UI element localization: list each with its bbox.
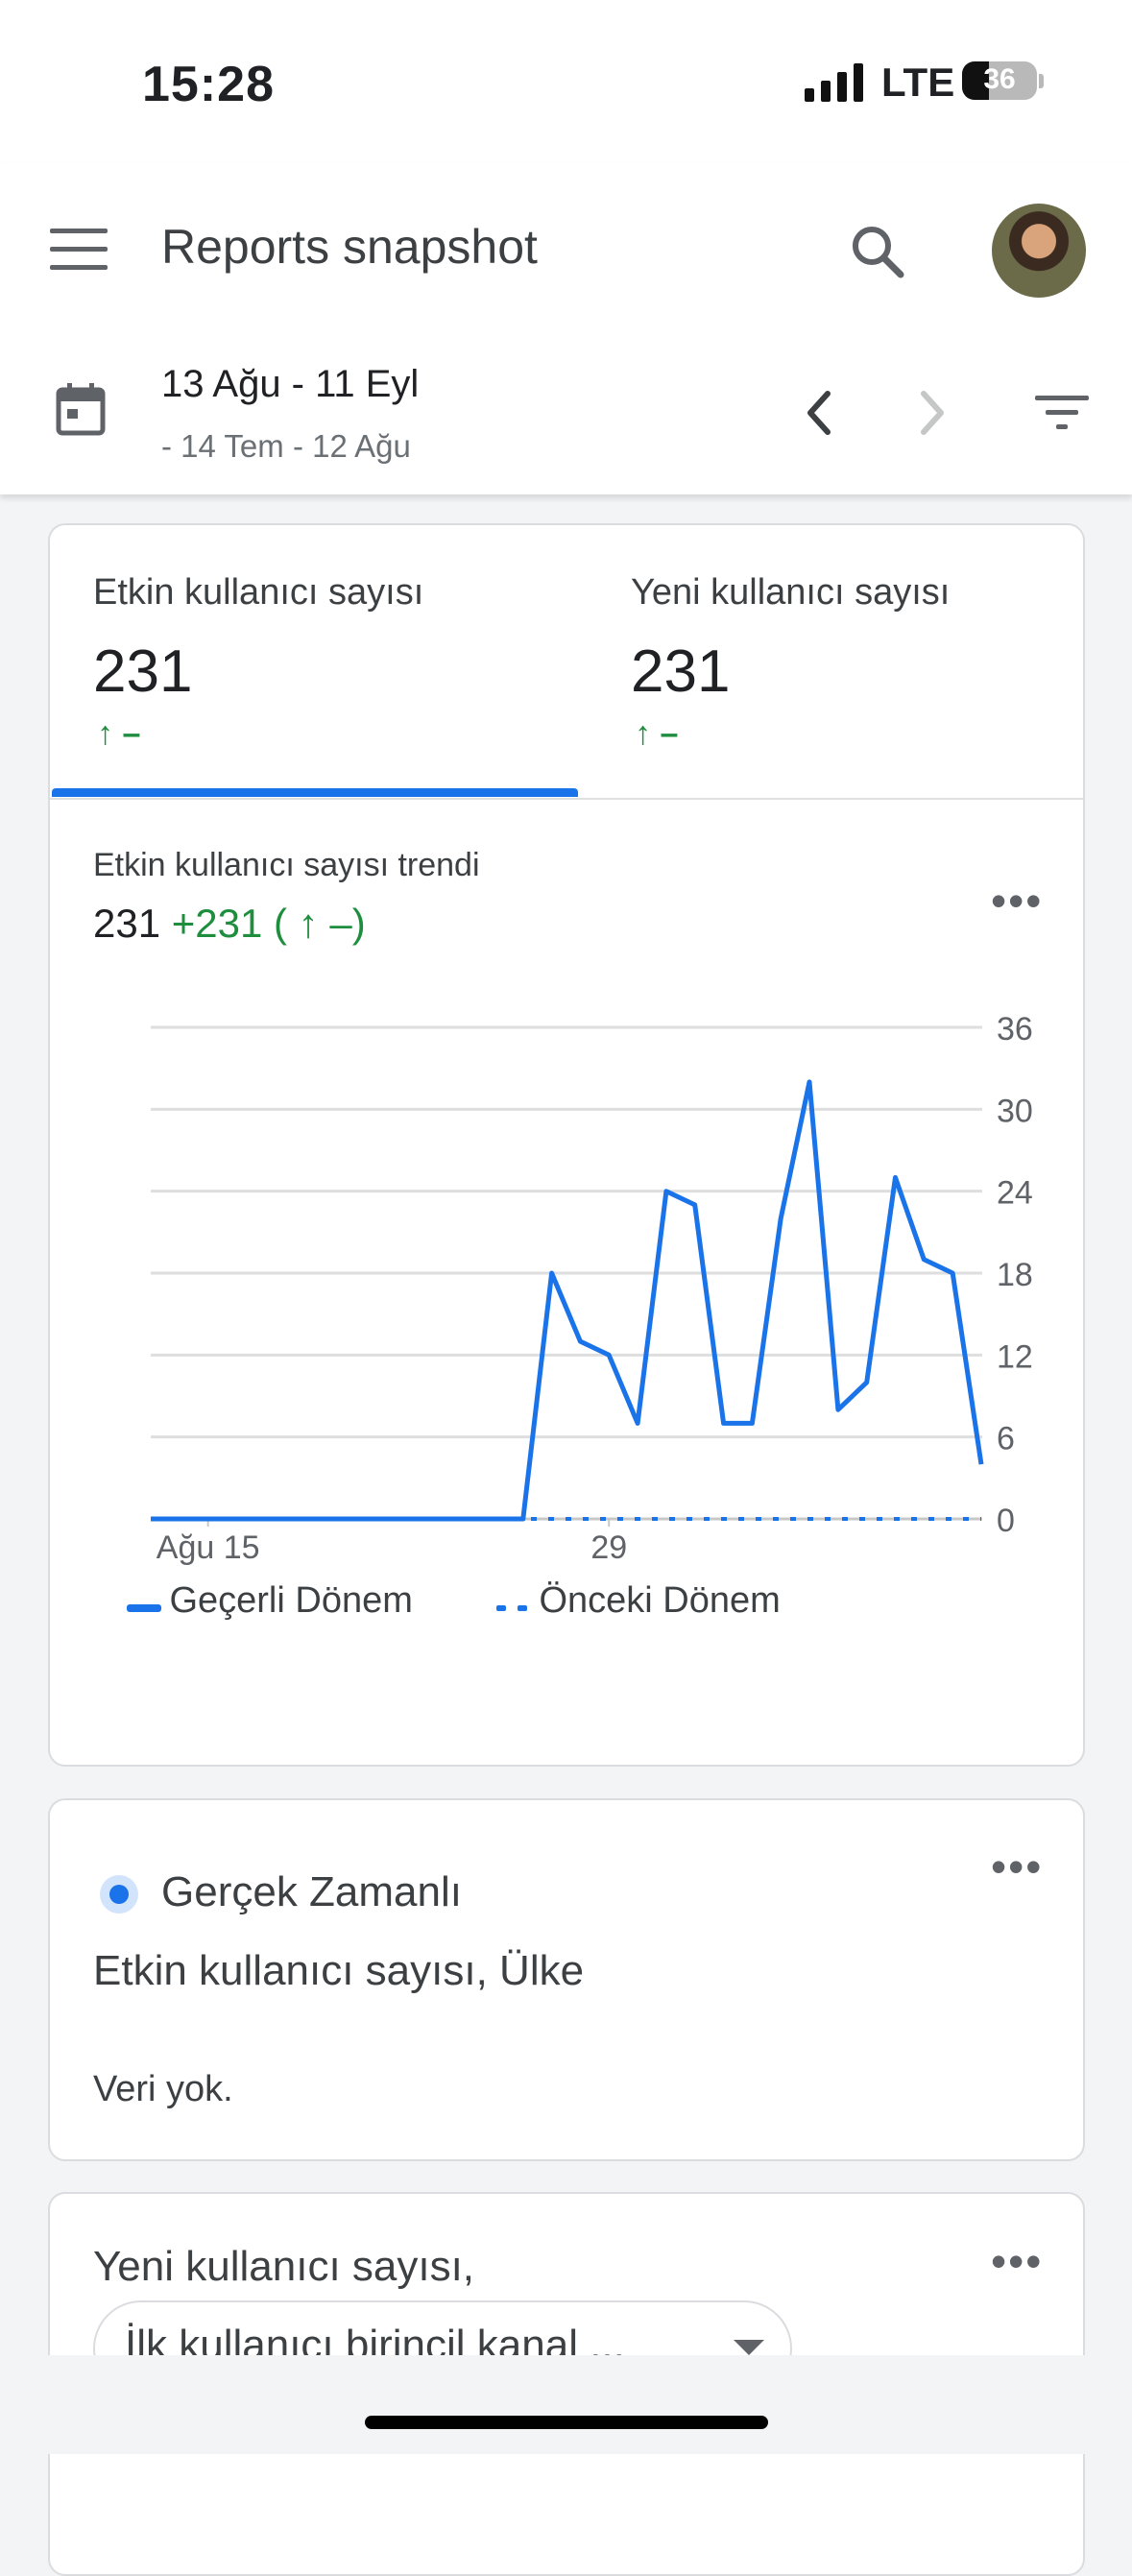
- dashed-line-icon: [496, 1604, 527, 1611]
- date-range[interactable]: 13 Ağu - 11 Eyl: [161, 363, 420, 405]
- solid-line-icon: [127, 1603, 161, 1612]
- series-line-current: [151, 1079, 984, 1522]
- more-horiz-icon[interactable]: •••: [991, 1842, 1044, 1891]
- battery-level: 36: [983, 63, 1016, 95]
- metrics-card: [48, 523, 1085, 1767]
- y-tick-label: 30: [997, 1093, 1033, 1129]
- empty-state: Veri yok.: [93, 2069, 233, 2109]
- status-bar: [0, 0, 1132, 163]
- x-tick-label: 29: [590, 1529, 627, 1566]
- calendar-icon[interactable]: [56, 382, 106, 436]
- trend-chart: 0 6 12 18 24 30 36 Ağu 15 29: [151, 1011, 1033, 1566]
- x-tick-label: Ağu 15: [157, 1529, 260, 1566]
- more-horiz-icon[interactable]: •••: [991, 876, 1044, 926]
- divider: [50, 798, 1083, 800]
- cellular-signal-icon: [805, 63, 863, 102]
- bottom-safe-area: [0, 2355, 1132, 2454]
- filter-icon[interactable]: [1033, 394, 1091, 432]
- y-tick-label: 12: [997, 1338, 1033, 1375]
- tab-new-users[interactable]: Yeni kullanıcı sayısı 231 ↑ –: [578, 538, 1083, 789]
- y-tick-label: 6: [997, 1421, 1015, 1457]
- dropdown-arrow-icon: [734, 2340, 764, 2355]
- trend-value: 231: [93, 901, 161, 946]
- metric-label: Etkin kullanıcı sayısı: [93, 572, 424, 613]
- active-tab-indicator: [52, 788, 578, 797]
- more-horiz-icon[interactable]: •••: [991, 2236, 1044, 2286]
- metric-value: 231: [93, 638, 193, 705]
- metric-label: Yeni kullanıcı sayısı: [631, 572, 951, 613]
- metric-value: 231: [631, 638, 731, 705]
- menu-icon[interactable]: [50, 229, 108, 275]
- y-tick-label: 24: [997, 1175, 1033, 1212]
- search-icon[interactable]: [845, 219, 912, 286]
- trend-change: +231 ( ↑ –): [171, 901, 366, 946]
- live-indicator-icon: [100, 1875, 138, 1914]
- card-title: Yeni kullanıcı sayısı,: [93, 2243, 475, 2290]
- page-title: Reports snapshot: [161, 220, 538, 274]
- home-indicator[interactable]: [365, 2416, 768, 2429]
- tab-active-users[interactable]: Etkin kullanıcı sayısı 231 ↑ –: [52, 538, 578, 789]
- legend-item-current[interactable]: Geçerli Dönem: [125, 1580, 413, 1632]
- avatar[interactable]: [992, 204, 1086, 298]
- metric-change: ↑ –: [97, 715, 141, 752]
- y-tick-label: 36: [997, 1011, 1033, 1047]
- trend-title: Etkin kullanıcı sayısı trendi: [93, 847, 480, 883]
- legend-item-previous[interactable]: Önceki Dönem: [494, 1580, 781, 1632]
- battery-icon: 36: [962, 61, 1037, 100]
- realtime-card: [48, 1798, 1085, 2161]
- legend-label: Önceki Dönem: [539, 1580, 781, 1621]
- realtime-title: Gerçek Zamanlı: [161, 1868, 462, 1915]
- compare-range: - 14 Tem - 12 Ağu: [161, 428, 411, 464]
- app-header: [0, 163, 1132, 494]
- realtime-subtitle: Etkin kullanıcı sayısı, Ülke: [93, 1947, 585, 1994]
- status-time: 15:28: [142, 57, 275, 112]
- trend-summary: 231 +231 ( ↑ –): [93, 901, 366, 947]
- y-tick-label: 18: [997, 1257, 1033, 1293]
- legend-label: Geçerli Dönem: [169, 1580, 413, 1621]
- network-type: LTE: [881, 60, 955, 105]
- metric-change: ↑ –: [635, 715, 679, 752]
- y-tick-label: 0: [997, 1503, 1015, 1539]
- chevron-left-icon[interactable]: [799, 384, 837, 442]
- battery-cap: [1039, 74, 1044, 88]
- chevron-right-icon[interactable]: [914, 384, 952, 442]
